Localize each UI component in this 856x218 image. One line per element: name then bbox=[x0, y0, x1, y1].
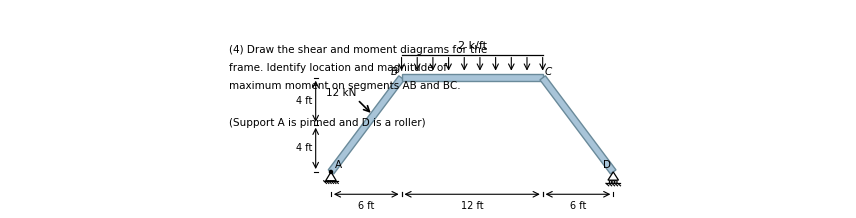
Text: 4 ft: 4 ft bbox=[296, 96, 312, 106]
Text: 6 ft: 6 ft bbox=[570, 201, 586, 211]
Polygon shape bbox=[608, 172, 619, 180]
Text: 2 k/ft: 2 k/ft bbox=[458, 41, 486, 51]
Text: (4) Draw the shear and moment diagrams for the: (4) Draw the shear and moment diagrams f… bbox=[229, 45, 487, 55]
Polygon shape bbox=[328, 76, 404, 174]
Polygon shape bbox=[401, 74, 543, 81]
Text: maximum moment on segments AB and BC.: maximum moment on segments AB and BC. bbox=[229, 81, 461, 91]
Text: 6 ft: 6 ft bbox=[358, 201, 374, 211]
Text: (Support A is pinned and D is a roller): (Support A is pinned and D is a roller) bbox=[229, 118, 425, 128]
Circle shape bbox=[330, 170, 332, 174]
Text: 12 ft: 12 ft bbox=[461, 201, 484, 211]
Text: frame. Identify location and magnitude of: frame. Identify location and magnitude o… bbox=[229, 63, 447, 73]
Circle shape bbox=[615, 181, 617, 183]
Text: C: C bbox=[545, 67, 552, 77]
Circle shape bbox=[609, 181, 612, 183]
Circle shape bbox=[612, 181, 615, 183]
Text: 4 ft: 4 ft bbox=[296, 143, 312, 153]
Text: D: D bbox=[603, 160, 611, 170]
Polygon shape bbox=[325, 172, 336, 181]
Text: 12 kN: 12 kN bbox=[326, 88, 357, 98]
Text: A: A bbox=[335, 160, 342, 170]
Polygon shape bbox=[540, 76, 616, 174]
Text: B: B bbox=[390, 67, 397, 77]
